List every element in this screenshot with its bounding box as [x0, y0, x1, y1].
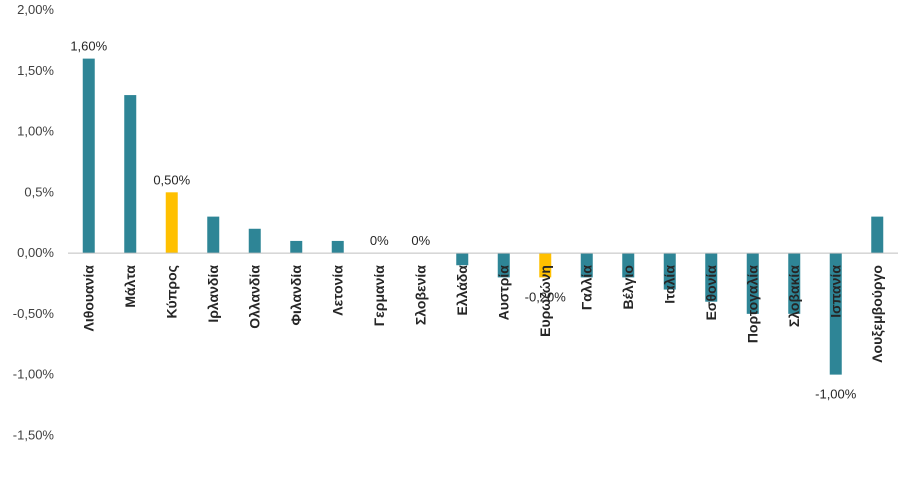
category-label: Φιλανδία [288, 265, 304, 326]
category-label: Αυστρία [496, 265, 512, 321]
y-tick-label: 1,00% [17, 124, 54, 139]
bar [207, 216, 220, 254]
category-label: Λιθουανία [81, 265, 97, 332]
bar [705, 253, 718, 302]
category-label: Εσθονία [703, 265, 719, 321]
bar [788, 253, 801, 314]
y-tick-label: 2,00% [17, 2, 54, 17]
data-label: 0% [370, 233, 389, 248]
category-label: Ιρλανδία [205, 265, 221, 323]
category-label: Ισπανία [828, 265, 844, 318]
category-label: Σλοβακία [786, 265, 802, 327]
y-tick-label: -1,50% [13, 427, 55, 442]
bar [165, 192, 178, 254]
bar [580, 253, 593, 278]
bar [663, 253, 676, 290]
category-label: Γαλλία [579, 265, 595, 310]
bar [746, 253, 759, 314]
y-axis-ticks: 2,00% 1,50% 1,00% 0,5% 0,00% -0,50% -1,00% -1,5… [13, 2, 55, 442]
y-tick-label: -1,00% [13, 367, 55, 382]
data-label: -1,00% [815, 387, 857, 402]
category-label: Σλοβενία [413, 265, 429, 325]
data-labels: 1,60% 0,50% 0% 0% -0,20% -1,00% [70, 39, 856, 402]
bar [871, 216, 884, 254]
y-tick-label: 0,5% [24, 184, 54, 199]
category-labels: Λιθουανία Μάλτα Κύπρος Ιρλανδία Ολλανδία Φιλα… [81, 265, 886, 363]
bar [456, 253, 469, 266]
y-tick-label: 0,00% [17, 245, 54, 260]
data-label: -0,20% [525, 289, 567, 304]
data-label: 1,60% [70, 39, 107, 54]
category-label: Λουξεμβούργο [869, 265, 885, 363]
bar [331, 240, 344, 254]
category-label: Βέλγιο [620, 265, 636, 309]
bar [82, 58, 95, 254]
bar [622, 253, 635, 278]
y-tick-label: 1,50% [17, 63, 54, 78]
bar [497, 253, 510, 278]
y-tick-label: -0,50% [13, 306, 55, 321]
category-label: Ολλανδία [247, 265, 263, 329]
bar [124, 95, 137, 254]
category-label: Ελλάδα [454, 265, 470, 316]
category-label: Λετονία [330, 265, 346, 316]
data-label: 0% [411, 233, 430, 248]
category-label: Ιταλία [662, 265, 678, 304]
bar [539, 253, 552, 278]
bars [82, 58, 884, 375]
category-label: Πορτογαλία [745, 265, 761, 343]
category-label: Γερμανία [371, 265, 387, 327]
data-label: 0,50% [153, 172, 190, 187]
bar [248, 228, 261, 254]
bar [290, 240, 303, 254]
category-label: Κύπρος [164, 265, 180, 318]
category-label: Μάλτα [122, 265, 138, 308]
category-label: Ευρωζώνη [537, 265, 553, 337]
bar [829, 253, 842, 375]
